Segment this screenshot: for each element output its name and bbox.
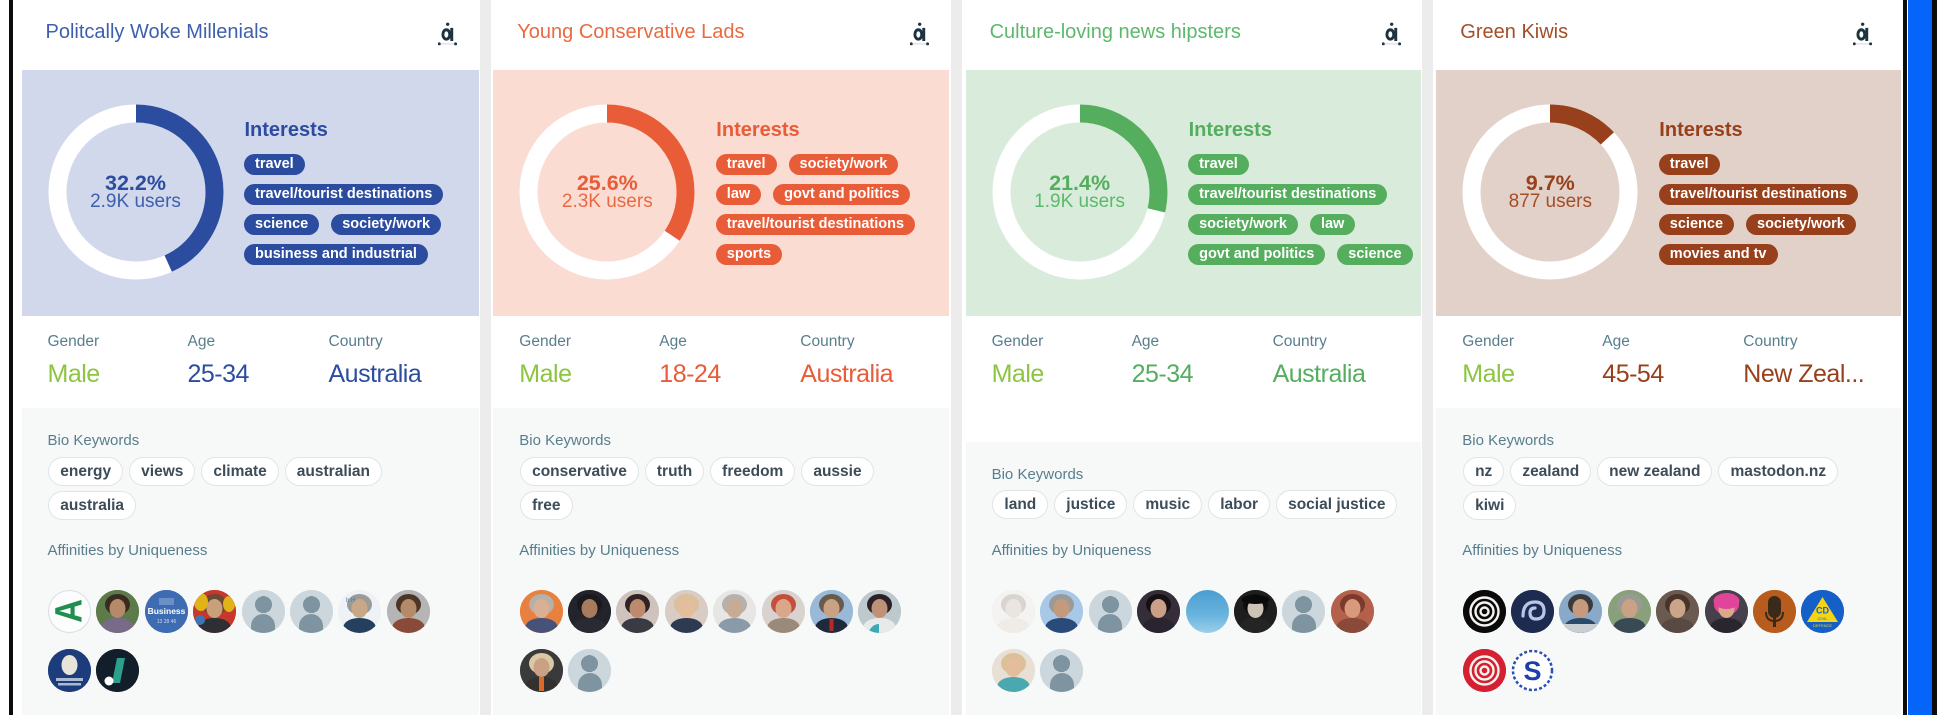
svg-text:S: S [1524,656,1542,686]
svg-text:CIVIL: CIVIL [1818,616,1829,621]
svg-text:b H: b H [346,598,355,604]
svg-text:Business: Business [147,606,185,616]
svg-text:DEFENCE: DEFENCE [1813,623,1832,628]
svg-text:13 28 46: 13 28 46 [156,619,176,625]
svg-text:CD: CD [1816,605,1829,615]
